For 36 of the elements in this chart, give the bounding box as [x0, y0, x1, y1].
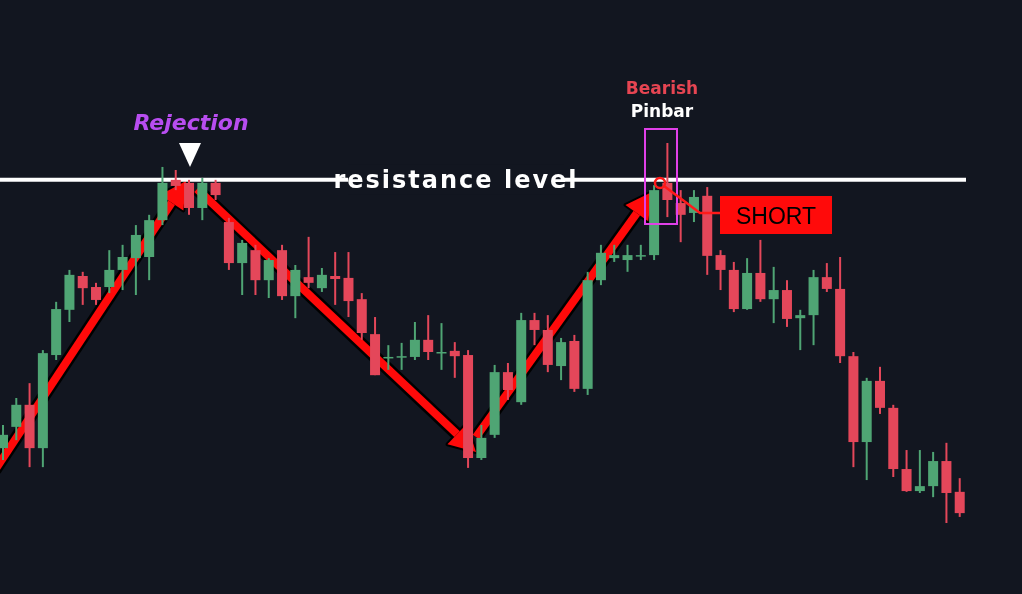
candlestick [343, 251, 354, 319]
candlestick [303, 235, 314, 290]
candlestick [91, 281, 102, 306]
candlestick [622, 243, 633, 273]
candlestick [130, 224, 141, 296]
candlestick [795, 308, 806, 352]
candlestick [117, 243, 128, 292]
candlestick [396, 341, 407, 371]
candlestick [449, 341, 460, 379]
candlestick [263, 257, 274, 300]
candlestick [210, 178, 221, 201]
candlestick [821, 262, 832, 293]
candlestick [409, 320, 420, 361]
candlestick [502, 362, 513, 401]
candlestick [104, 249, 115, 295]
text: Rejection [133, 110, 249, 135]
candlestick [768, 265, 779, 325]
candlestick [11, 396, 22, 442]
candlestick [529, 311, 540, 347]
candlestick [316, 267, 327, 293]
candlestick [436, 322, 447, 371]
text: Bearish [625, 78, 699, 98]
candlestick [556, 336, 567, 382]
candlestick [423, 314, 434, 361]
candlestick [715, 249, 726, 292]
candlestick [170, 168, 181, 192]
annotation: SHORT [735, 203, 817, 229]
candlestick [901, 449, 912, 493]
candlestick [476, 423, 487, 461]
candlestick [237, 238, 248, 296]
candlestick [954, 477, 965, 518]
ref-line-label: resistance level [333, 165, 579, 194]
text: Pinbar [630, 101, 694, 121]
candlestick [77, 270, 88, 306]
candlestick [914, 449, 925, 494]
candlestick [330, 251, 341, 306]
